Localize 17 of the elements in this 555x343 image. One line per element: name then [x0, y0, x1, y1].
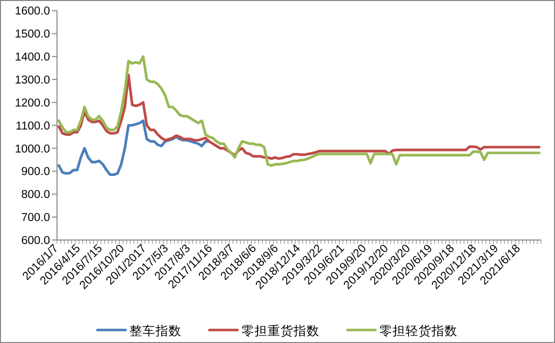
y-tick-label: 1600.0 [14, 6, 50, 18]
line-series [58, 119, 210, 176]
legend-label: 零担重货指数 [242, 324, 320, 338]
y-tick-label: 600.0 [21, 235, 50, 247]
line-series [58, 55, 540, 167]
y-tick-label: 1100.0 [16, 120, 50, 132]
y-tick-label: 1300.0 [14, 74, 50, 86]
y-tick-label: 700.0 [21, 212, 50, 224]
y-tick-label: 1200.0 [14, 97, 50, 110]
y-tick-label: 1400.0 [14, 52, 50, 64]
y-tick-label: 1000.0 [14, 143, 50, 156]
legend-label: 零担轻货指数 [380, 324, 458, 338]
line-series [58, 74, 540, 160]
y-tick-label: 900.0 [21, 166, 50, 178]
legend-label: 整车指数 [130, 324, 182, 338]
y-tick-label: 1500.0 [14, 28, 50, 41]
y-tick-label: 800.0 [21, 189, 50, 202]
